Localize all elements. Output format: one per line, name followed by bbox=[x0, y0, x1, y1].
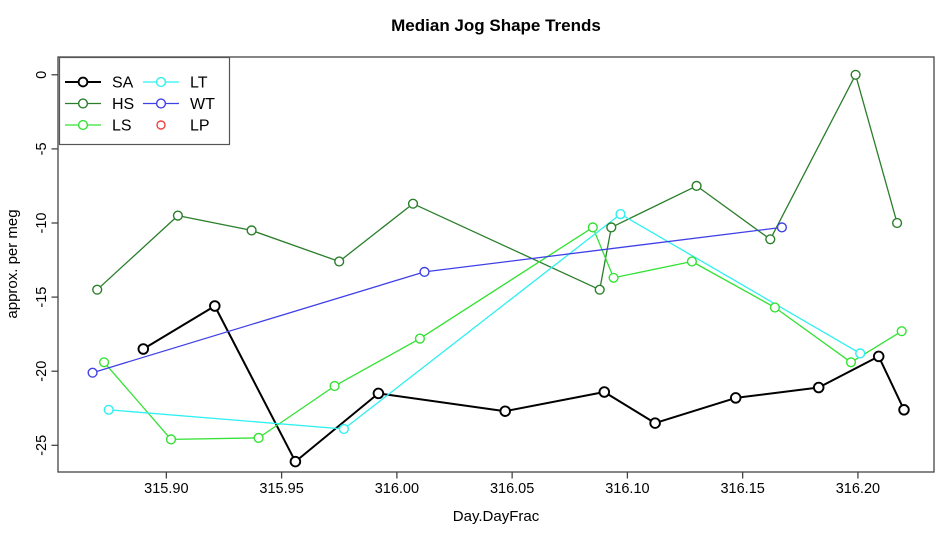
legend-circle-WT bbox=[155, 98, 167, 109]
legend-box bbox=[58, 56, 231, 146]
legend-circle-LP bbox=[156, 120, 166, 130]
legend-label-LS: LS bbox=[112, 118, 132, 135]
series-LS-point bbox=[98, 357, 110, 368]
x-axis-label: Day.DayFrac bbox=[453, 508, 540, 525]
y-tick-label: -20 bbox=[34, 361, 50, 382]
x-tick-label: 316.00 bbox=[375, 481, 419, 497]
y-tick-label: 0 bbox=[34, 71, 50, 79]
y-tick-label: -5 bbox=[34, 142, 50, 155]
legend-label-HS: HS bbox=[112, 96, 134, 113]
series-LT-point bbox=[338, 423, 350, 435]
series-SA-point bbox=[289, 455, 302, 468]
series-HS-point bbox=[334, 256, 345, 267]
legend-label-LP: LP bbox=[190, 118, 210, 135]
series-HS-point bbox=[691, 180, 702, 192]
series-SA-point bbox=[812, 381, 825, 394]
series-WT-point bbox=[419, 266, 430, 278]
series-HS-point bbox=[407, 198, 419, 209]
series-LS-point bbox=[845, 357, 857, 368]
series-HS-point bbox=[850, 69, 861, 80]
x-tick-label: 315.95 bbox=[259, 481, 303, 497]
series-SA-point bbox=[137, 343, 150, 355]
legend-label-WT: WT bbox=[190, 96, 215, 113]
series-LS-point bbox=[587, 222, 598, 233]
series-LT-point bbox=[855, 348, 866, 359]
series-LS-point bbox=[769, 302, 781, 313]
series-LS-point bbox=[608, 272, 619, 283]
y-tick-label: -25 bbox=[34, 435, 50, 456]
series-SA-point bbox=[598, 386, 611, 398]
legend-circle-LS bbox=[77, 119, 89, 131]
plot-border bbox=[57, 56, 935, 473]
legend-label-SA: SA bbox=[112, 75, 134, 92]
series-HS-point bbox=[606, 222, 617, 233]
series-SA-point bbox=[729, 392, 742, 404]
legend-circle-LT bbox=[155, 76, 167, 88]
series-HS-point bbox=[891, 217, 903, 229]
series-WT-point bbox=[87, 367, 98, 378]
series-HS-point bbox=[246, 225, 257, 236]
legend-circle-HS bbox=[77, 98, 89, 109]
x-tick-label: 315.90 bbox=[144, 481, 188, 497]
series-SA-point bbox=[649, 417, 661, 429]
series-LT-line bbox=[108, 213, 861, 430]
series-SA-point bbox=[209, 300, 221, 312]
series-WT-point bbox=[776, 222, 788, 233]
y-tick-label: -15 bbox=[34, 287, 50, 308]
x-tick-label: 316.05 bbox=[490, 481, 534, 497]
chart-title: Median Jog Shape Trends bbox=[391, 16, 601, 35]
series-LT-point bbox=[615, 209, 626, 220]
series-LS-point bbox=[329, 380, 340, 392]
legend-label-LT: LT bbox=[190, 75, 208, 92]
plot-area: 315.90 315.95 316.00 316.05 316.10 316.15 316.… bbox=[34, 56, 935, 497]
x-tick-label: 316.15 bbox=[720, 481, 764, 497]
series-LS-point bbox=[253, 432, 264, 444]
series-SA-point bbox=[898, 404, 910, 416]
series-HS-point bbox=[92, 284, 103, 295]
y-axis-label: approx. per meg bbox=[4, 209, 21, 318]
series-HS-point bbox=[765, 234, 776, 245]
x-tick-label: 316.20 bbox=[836, 481, 880, 497]
series-SA-point bbox=[872, 350, 885, 363]
series-LS-point bbox=[165, 434, 177, 445]
series-LT-point bbox=[103, 404, 114, 415]
series-WT-line bbox=[92, 226, 782, 374]
series-LS-point bbox=[686, 256, 698, 267]
series-SA-point bbox=[372, 387, 385, 400]
series-SA-point bbox=[499, 405, 511, 417]
series-LS-point bbox=[896, 326, 907, 337]
series-LS-point bbox=[414, 333, 426, 344]
x-tick-label: 316.10 bbox=[605, 481, 649, 497]
series-HS-point bbox=[594, 284, 605, 295]
y-tick-label: -10 bbox=[34, 213, 50, 234]
series-HS-point bbox=[172, 210, 184, 221]
legend-circle-SA bbox=[77, 76, 89, 88]
